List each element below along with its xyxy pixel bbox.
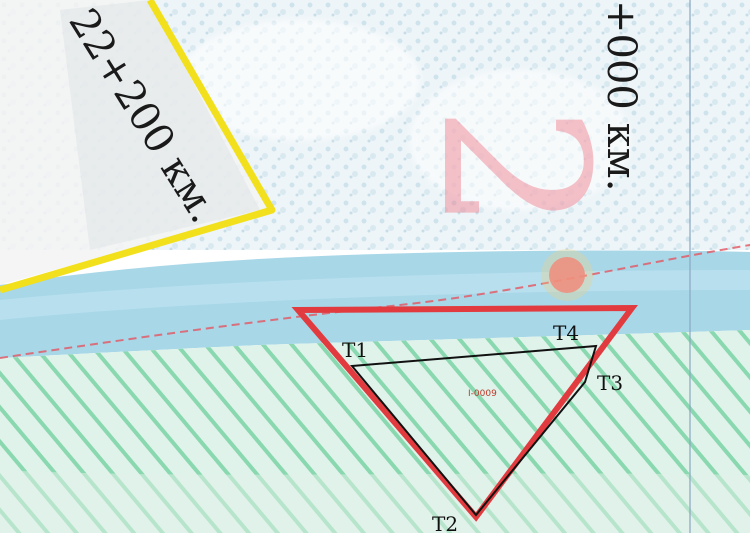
upper-left-zone xyxy=(0,0,272,285)
upper-left-zone-dark xyxy=(60,0,260,250)
chainage-label-right: +000 км. xyxy=(598,0,644,191)
yellow-boundary-line xyxy=(0,0,276,294)
red-boundary-triangle xyxy=(291,304,639,522)
river-numeral: 2 xyxy=(397,105,630,232)
point-label-t4: T4 xyxy=(553,321,579,345)
snow-patch xyxy=(410,70,630,210)
survey-marker-halo xyxy=(541,249,593,301)
route-line xyxy=(0,244,750,359)
point-label-t1: T1 xyxy=(342,338,368,362)
parcel-id: I-0009 xyxy=(468,389,497,399)
hatched-land-bottom xyxy=(0,470,750,533)
survey-marker xyxy=(549,257,585,293)
point-label-t2: T2 xyxy=(432,512,458,533)
snow-patch xyxy=(180,20,420,140)
parcel-outline xyxy=(350,344,598,517)
point-label-t3: T3 xyxy=(597,371,623,395)
